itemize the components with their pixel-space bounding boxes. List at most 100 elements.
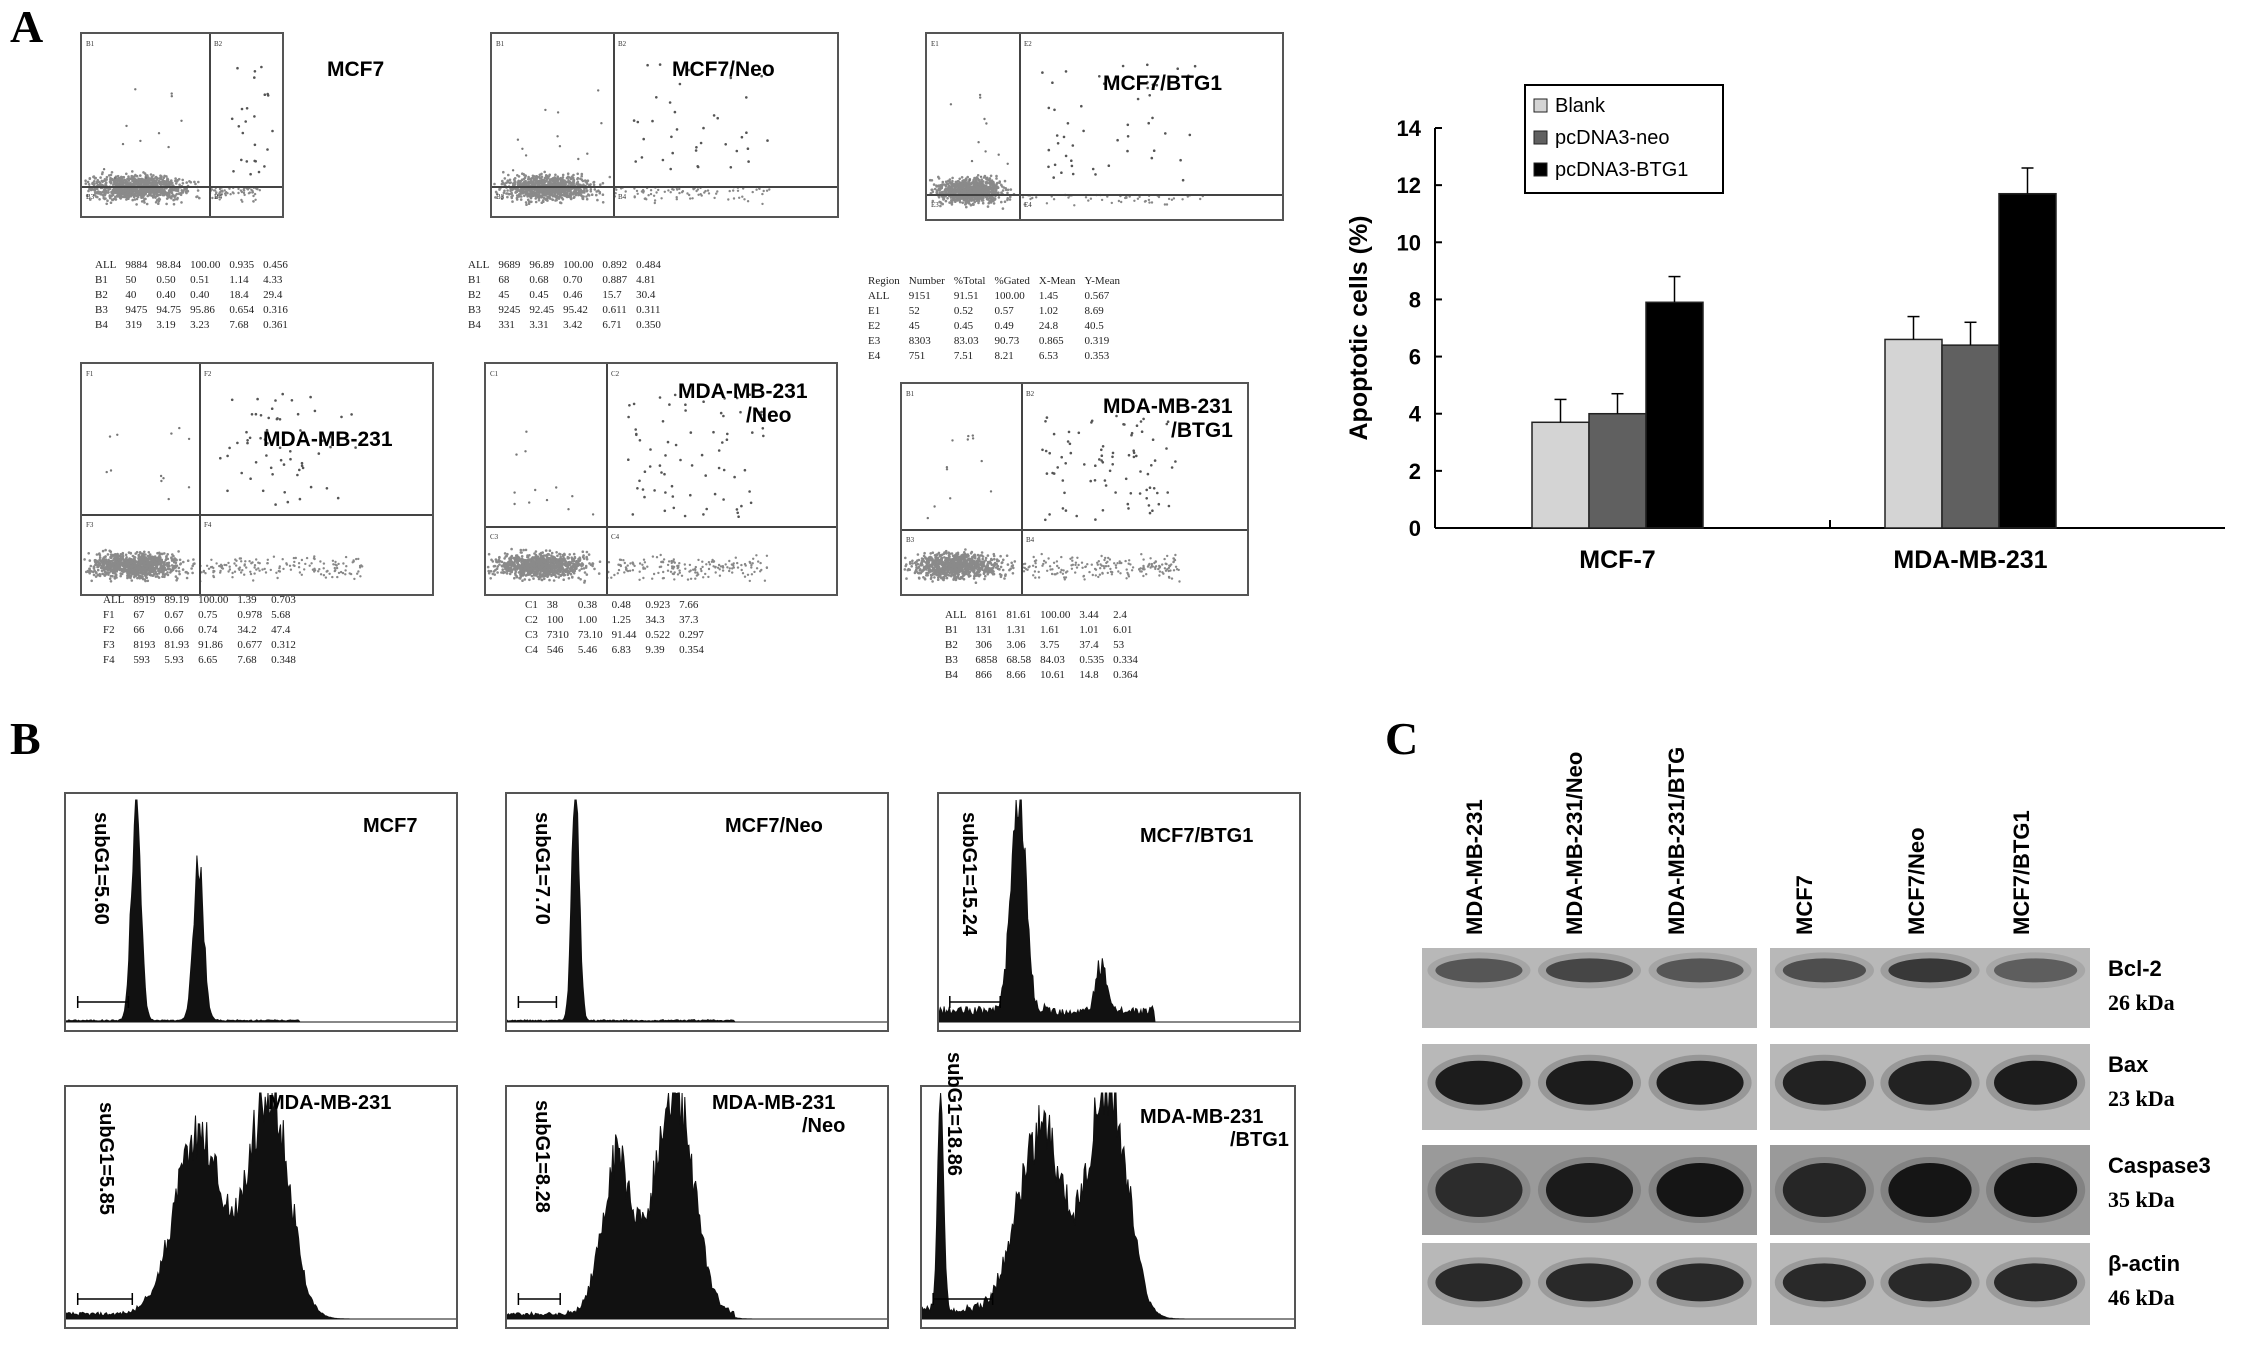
cell-event xyxy=(142,171,145,174)
cell-event xyxy=(521,579,524,582)
cell-event xyxy=(101,171,104,174)
cell-event xyxy=(344,555,348,559)
cell-event xyxy=(105,202,108,206)
cell-event xyxy=(501,179,504,183)
cell-event xyxy=(160,479,163,483)
stats-cell: 331 xyxy=(498,319,515,331)
cell-event xyxy=(300,558,304,562)
cell-event xyxy=(582,557,586,560)
cell-event xyxy=(142,564,146,567)
cell-event xyxy=(935,184,938,187)
cell-event xyxy=(178,572,181,576)
cell-event xyxy=(746,147,750,150)
cell-event xyxy=(143,189,147,193)
stats-cell: ALL xyxy=(868,290,890,302)
stats-cell: X-Mean xyxy=(1038,275,1076,287)
cell-event xyxy=(735,149,739,153)
panel-label-b: B xyxy=(10,713,41,764)
cell-event xyxy=(107,191,110,194)
cell-event xyxy=(161,193,165,197)
cell-event xyxy=(193,180,196,184)
cell-event xyxy=(266,562,269,565)
cell-event xyxy=(313,555,316,558)
cell-event xyxy=(265,428,269,432)
cell-event xyxy=(324,576,328,579)
cell-event xyxy=(995,186,999,189)
cell-event xyxy=(255,568,258,571)
cell-event xyxy=(529,195,532,199)
cell-event xyxy=(527,200,531,203)
cell-event xyxy=(929,192,933,195)
cell-event xyxy=(587,194,591,197)
cell-event xyxy=(669,191,672,194)
cell-event xyxy=(937,184,940,188)
cell-event xyxy=(537,196,540,199)
cell-event xyxy=(356,572,359,575)
stats-cell: 100.00 xyxy=(198,594,229,606)
cell-event xyxy=(1064,154,1068,158)
cell-event xyxy=(121,551,125,555)
cell-event xyxy=(131,198,134,202)
cell-event xyxy=(517,175,521,178)
cell-event xyxy=(93,182,96,186)
cell-event xyxy=(354,446,357,449)
cell-event xyxy=(270,407,274,410)
cell-event xyxy=(336,496,340,500)
cell-event xyxy=(348,572,351,575)
cell-event xyxy=(986,190,989,194)
cell-event xyxy=(502,191,506,195)
cell-event xyxy=(258,569,261,572)
cell-event xyxy=(130,579,134,582)
cell-event xyxy=(566,172,570,175)
cell-event xyxy=(116,190,119,194)
stats-cell: 0.865 xyxy=(1038,335,1064,347)
stats-cell: 0.935 xyxy=(229,259,255,271)
cell-event xyxy=(131,193,134,197)
cell-event xyxy=(278,446,282,449)
cell-event xyxy=(162,183,165,186)
cell-event xyxy=(766,139,769,142)
cell-event xyxy=(530,574,534,578)
cell-event xyxy=(597,189,600,192)
stats-cell: 0.67 xyxy=(164,609,184,621)
stats-cell: 6.53 xyxy=(1038,350,1059,362)
cell-event xyxy=(1003,179,1007,183)
cell-event xyxy=(254,198,257,201)
cell-event xyxy=(141,194,144,198)
cell-event xyxy=(129,187,132,191)
cell-event xyxy=(106,199,109,202)
cell-event xyxy=(670,135,673,139)
stats-cell: 0.567 xyxy=(1084,290,1110,302)
cell-event xyxy=(1052,198,1056,201)
cell-event xyxy=(96,187,99,191)
cell-event xyxy=(177,550,180,553)
cell-event xyxy=(231,576,234,579)
cell-event xyxy=(205,564,209,567)
cell-event xyxy=(249,477,252,480)
cell-event xyxy=(961,201,964,205)
cell-event xyxy=(191,564,194,568)
cell-event xyxy=(337,562,340,566)
cell-event xyxy=(119,563,123,566)
cell-event xyxy=(572,191,576,195)
stats-cell: 100.00 xyxy=(190,259,221,271)
cell-event xyxy=(238,557,241,560)
stats-cell: 96.89 xyxy=(529,259,555,271)
quadrant-label: B2 xyxy=(214,40,223,48)
cell-event xyxy=(243,573,246,576)
cell-event xyxy=(676,188,679,191)
cell-event xyxy=(548,578,551,582)
cell-event xyxy=(557,190,561,194)
cell-event xyxy=(525,203,528,206)
cell-event xyxy=(172,198,175,202)
dot-plot: B1 B2 B3 B4 xyxy=(490,32,839,218)
cell-event xyxy=(540,578,544,582)
cell-event xyxy=(1071,144,1075,147)
cell-event xyxy=(561,179,565,182)
cell-event xyxy=(122,567,126,570)
cell-event xyxy=(266,148,269,151)
cell-event xyxy=(981,198,984,201)
cell-event xyxy=(136,179,140,183)
cell-event xyxy=(992,197,995,201)
cell-event xyxy=(193,562,196,565)
